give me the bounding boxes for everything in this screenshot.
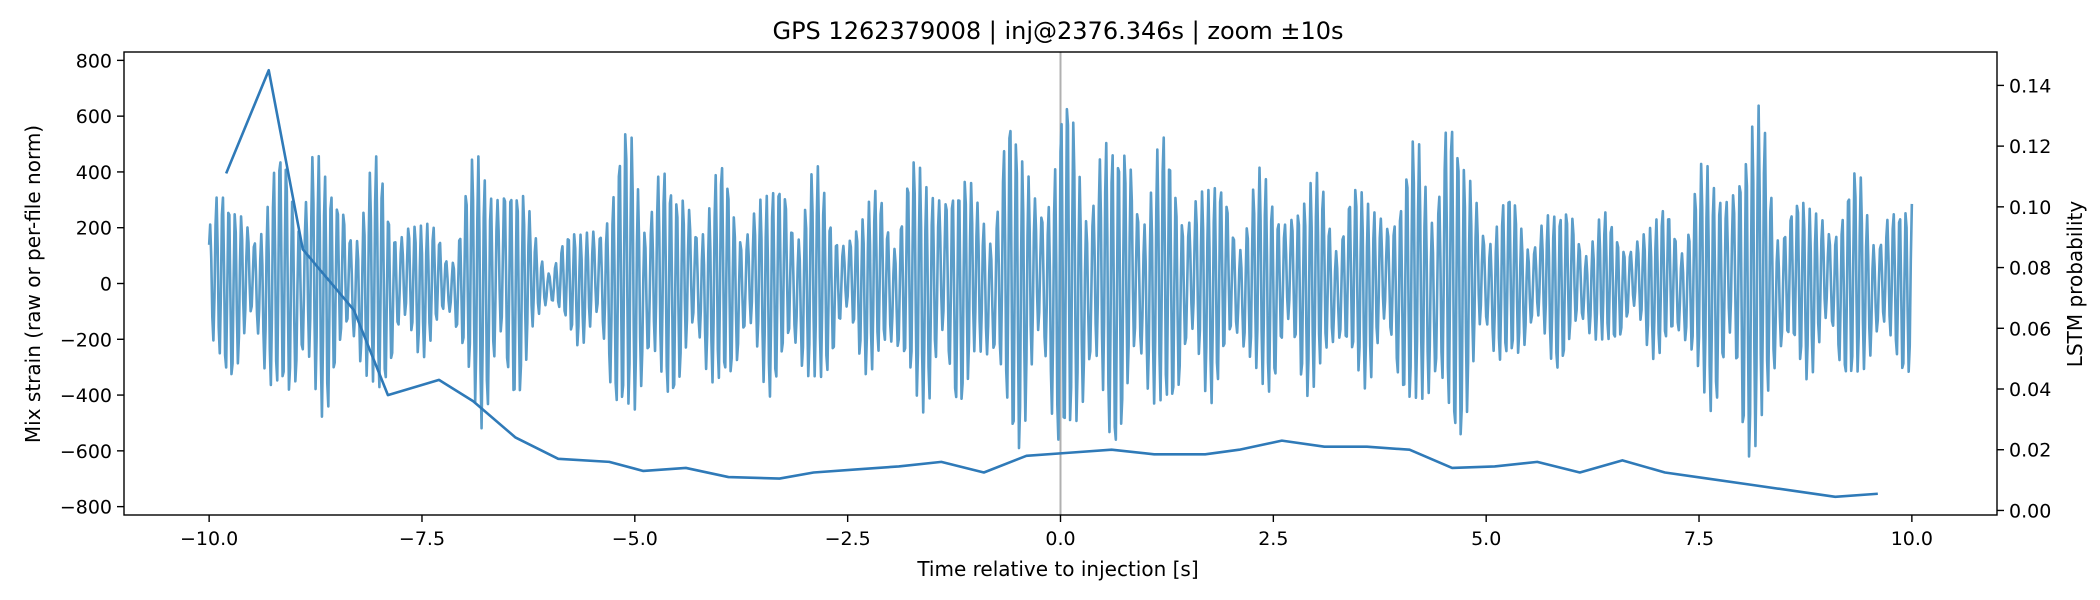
y-left-tick-label: −800 (60, 497, 112, 519)
y-left-tick-label: 800 (76, 50, 112, 72)
y-right-tick-label: 0.08 (2009, 258, 2051, 280)
x-tick-label: −2.5 (825, 528, 871, 550)
y-right-tick-label: 0.14 (2009, 75, 2051, 97)
x-tick-label: 5.0 (1471, 528, 1501, 550)
x-tick-label: −10.0 (180, 528, 238, 550)
y-right-tick-label: 0.04 (2009, 379, 2051, 401)
plot-area (207, 68, 1914, 499)
x-tick-label: 2.5 (1258, 528, 1288, 550)
chart-title: GPS 1262379008 | inj@2376.346s | zoom ±1… (772, 17, 1343, 45)
y-axis-right-label: LSTM probability (2063, 201, 2087, 368)
y-right-tick-label: 0.06 (2009, 318, 2051, 340)
y-left-tick-label: 200 (76, 218, 112, 240)
y-axis-left: −800 −600 −400 −200 0 200 400 600 800 (60, 50, 124, 519)
y-axis-left-label: Mix strain (raw or per-file norm) (21, 125, 45, 443)
lstm-probability-line (224, 68, 1878, 499)
y-right-tick-label: 0.12 (2009, 136, 2051, 158)
y-right-tick-label: 0.02 (2009, 440, 2051, 462)
y-left-tick-label: −200 (60, 329, 112, 351)
y-left-tick-label: −600 (60, 441, 112, 463)
y-right-tick-label: 0.10 (2009, 197, 2051, 219)
x-axis: −10.0 −7.5 −5.0 −2.5 0.0 2.5 5.0 7.5 10.0 (180, 515, 1933, 550)
y-left-tick-label: 600 (76, 106, 112, 128)
y-axis-right: 0.00 0.02 0.04 0.06 0.08 0.10 0.12 0.14 (1997, 75, 2051, 522)
y-left-tick-label: 0 (100, 274, 112, 296)
x-tick-label: −5.0 (612, 528, 658, 550)
x-axis-label: Time relative to injection [s] (916, 557, 1198, 581)
y-left-tick-label: −400 (60, 385, 112, 407)
strain-series-line (207, 104, 1914, 458)
x-tick-label: 7.5 (1684, 528, 1714, 550)
x-tick-label: 0.0 (1045, 528, 1075, 550)
y-right-tick-label: 0.00 (2009, 500, 2051, 522)
x-tick-label: 10.0 (1891, 528, 1933, 550)
x-tick-label: −7.5 (399, 528, 445, 550)
y-left-tick-label: 400 (76, 162, 112, 184)
